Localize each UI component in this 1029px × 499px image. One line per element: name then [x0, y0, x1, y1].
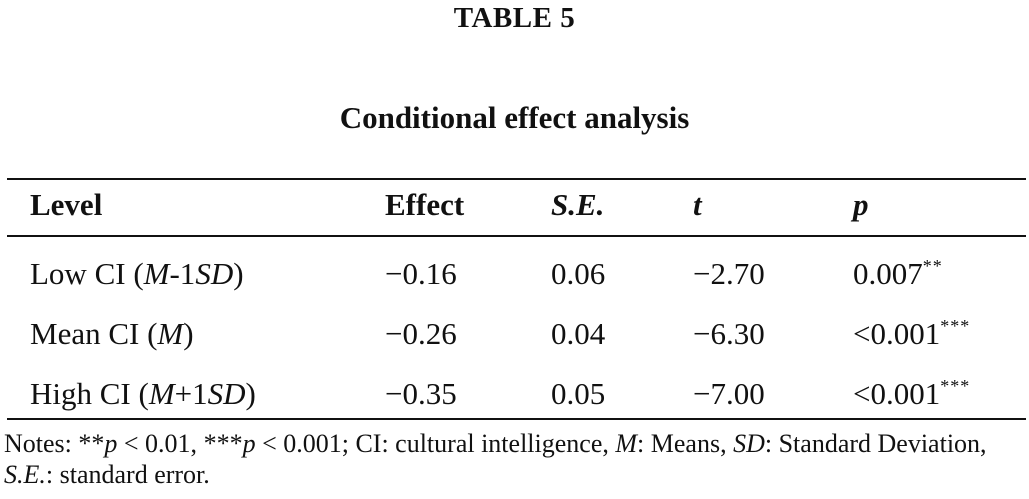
table-notes: Notes: **p < 0.01, ***p < 0.001; CI: cul…: [4, 429, 987, 489]
table-title: Conditional effect analysis: [339, 100, 690, 135]
effect-cell: −0.26: [385, 316, 457, 351]
t-cell: −2.70: [693, 256, 765, 291]
table-row: Low CI (M-1SD) −0.16 0.06 −2.70 0.007**: [0, 256, 1029, 296]
level-cell: Low CI (M-1SD): [30, 256, 244, 291]
t-cell: −6.30: [693, 316, 765, 351]
header-level: Level: [30, 187, 103, 222]
p-cell: <0.001***: [853, 376, 971, 411]
table-label: TABLE 5: [453, 2, 576, 34]
header-rule: [7, 235, 1026, 237]
header-t: t: [693, 187, 702, 222]
header-effect: Effect: [385, 187, 465, 222]
significance-stars: ***: [940, 376, 971, 396]
significance-stars: **: [922, 256, 943, 276]
se-cell: 0.04: [551, 316, 606, 351]
significance-stars: ***: [940, 316, 971, 336]
top-rule: [7, 178, 1026, 180]
level-cell: Mean CI (M): [30, 316, 194, 351]
p-cell: <0.001***: [853, 316, 971, 351]
level-cell: High CI (M+1SD): [30, 376, 256, 411]
table-row: Mean CI (M) −0.26 0.04 −6.30 <0.001***: [0, 316, 1029, 356]
header-row: Level Effect S.E. t p: [0, 187, 1029, 227]
t-cell: −7.00: [693, 376, 765, 411]
effect-cell: −0.35: [385, 376, 457, 411]
bottom-rule: [7, 418, 1026, 420]
effect-cell: −0.16: [385, 256, 457, 291]
header-p: p: [853, 187, 869, 222]
se-cell: 0.05: [551, 376, 606, 411]
table-row: High CI (M+1SD) −0.35 0.05 −7.00 <0.001*…: [0, 376, 1029, 416]
header-se: S.E.: [551, 187, 605, 222]
p-cell: 0.007**: [853, 256, 943, 291]
se-cell: 0.06: [551, 256, 606, 291]
